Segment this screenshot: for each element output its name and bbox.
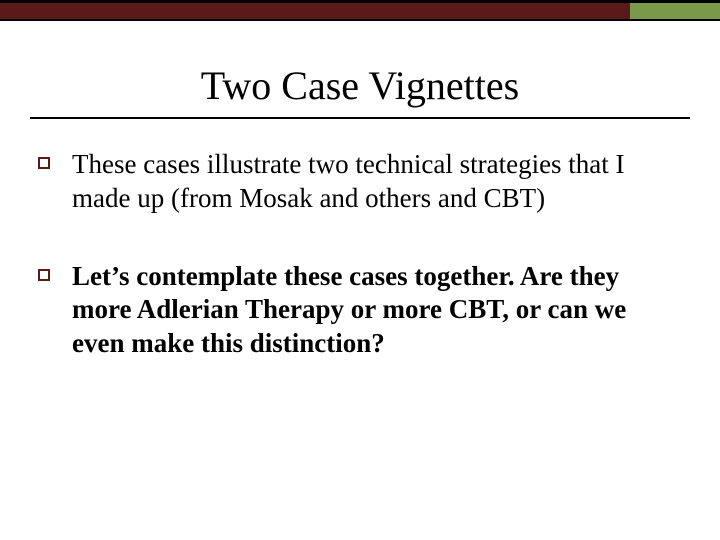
bullet-text: Let’s contemplate these cases together. … <box>72 260 670 361</box>
band-accent <box>630 3 720 19</box>
slide-title: Two Case Vignettes <box>0 62 720 109</box>
title-underline <box>30 117 690 119</box>
square-bullet-icon <box>38 269 50 281</box>
square-bullet-icon <box>38 157 50 169</box>
list-item: Let’s contemplate these cases together. … <box>38 260 670 361</box>
color-band <box>0 3 720 19</box>
slide-top-bar <box>0 0 720 21</box>
band-main <box>0 3 630 19</box>
content-area: These cases illustrate two technical str… <box>38 148 670 405</box>
list-item: These cases illustrate two technical str… <box>38 148 670 216</box>
bullet-text: These cases illustrate two technical str… <box>72 148 670 216</box>
title-area: Two Case Vignettes <box>0 62 720 119</box>
thin-rule <box>0 19 720 21</box>
